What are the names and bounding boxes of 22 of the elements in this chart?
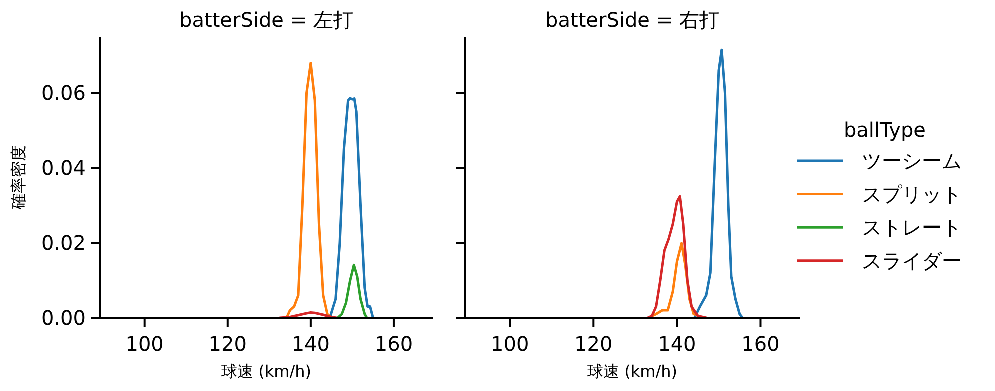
y-axis-title: 確率密度 [9, 146, 28, 210]
chart-title: batterSide = 左打 [180, 8, 354, 32]
chart-title: batterSide = 右打 [546, 8, 720, 32]
y-tick-label: 0.04 [41, 156, 86, 180]
y-tick-label: 0.00 [41, 306, 86, 330]
legend-title: ballType [844, 118, 926, 142]
x-tick-label: 120 [574, 332, 613, 356]
x-axis-title: 球速 (km/h) [222, 362, 312, 381]
y-tick-label: 0.02 [41, 231, 86, 256]
legend-label: ストレート [862, 216, 962, 240]
legend-label: ツーシーム [862, 149, 962, 173]
y-tick-label: 0.06 [41, 81, 86, 106]
x-tick-label: 160 [374, 332, 414, 356]
x-tick-label: 160 [742, 332, 780, 356]
x-axis-title: 球速 (km/h) [588, 362, 678, 381]
x-tick-label: 100 [491, 332, 530, 356]
x-tick-label: 140 [658, 332, 696, 356]
x-tick-label: 100 [126, 332, 164, 356]
legend-label: スプリット [862, 182, 962, 206]
legend-label: スライダー [862, 248, 962, 273]
x-tick-label: 140 [292, 332, 330, 356]
x-tick-label: 120 [208, 332, 247, 356]
